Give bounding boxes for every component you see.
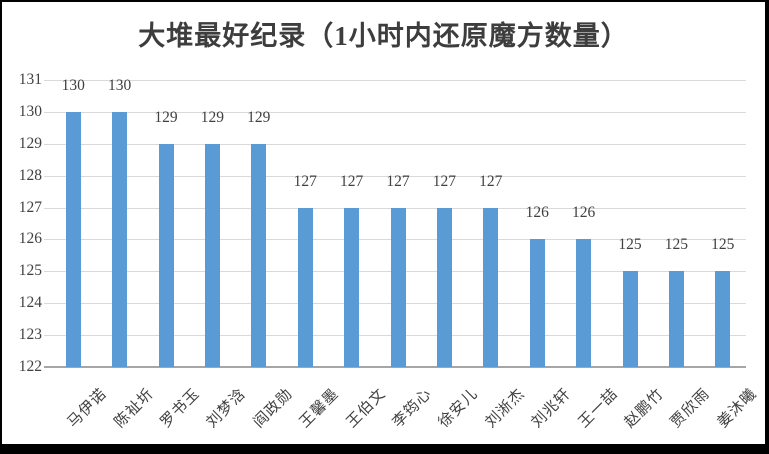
bar bbox=[622, 271, 638, 367]
bar-value-label: 127 bbox=[386, 172, 410, 190]
category-label: 刘兆轩 bbox=[529, 385, 575, 432]
category-label: 李筠心 bbox=[389, 385, 436, 432]
y-tick-label: 125 bbox=[18, 262, 42, 280]
bar-value-label: 125 bbox=[711, 236, 735, 254]
y-tick-label: 131 bbox=[18, 71, 42, 88]
gridline bbox=[44, 111, 746, 113]
y-tick-label: 127 bbox=[18, 198, 42, 216]
bar-value-label: 127 bbox=[339, 172, 364, 190]
gridline bbox=[44, 175, 746, 177]
x-axis-line bbox=[44, 366, 746, 368]
bar-value-label: 129 bbox=[200, 108, 225, 126]
category-label: 王伯文 bbox=[343, 385, 389, 432]
bar-value-label: 127 bbox=[479, 172, 503, 190]
y-tick-label: 129 bbox=[18, 134, 42, 152]
bar-value-label: 130 bbox=[61, 76, 85, 94]
category-label: 陈祉圻 bbox=[111, 385, 157, 432]
gridline bbox=[44, 80, 746, 81]
category-label: 王馨墨 bbox=[297, 385, 343, 432]
y-tick-label: 126 bbox=[18, 230, 42, 248]
bar bbox=[344, 207, 360, 367]
gridline bbox=[44, 143, 746, 145]
category-label: 刘梦浛 bbox=[204, 385, 250, 432]
bar-value-label: 129 bbox=[247, 108, 271, 126]
bar-value-label: 127 bbox=[293, 172, 317, 190]
bar bbox=[158, 143, 174, 367]
y-tick-label: 130 bbox=[18, 102, 42, 120]
bar bbox=[715, 271, 731, 367]
category-label: 赵鹏竹 bbox=[621, 385, 668, 432]
category-label: 马伊诺 bbox=[65, 385, 111, 432]
category-label: 贾欣雨 bbox=[668, 385, 714, 432]
bar-value-label: 130 bbox=[107, 76, 132, 94]
bar bbox=[112, 111, 128, 367]
y-tick-label: 122 bbox=[18, 358, 42, 375]
category-label: 阎政勋 bbox=[250, 385, 296, 432]
bar-value-label: 125 bbox=[664, 236, 689, 254]
bar bbox=[204, 143, 220, 367]
y-tick-label: 124 bbox=[18, 294, 42, 312]
bar bbox=[390, 207, 406, 367]
bar-value-label: 127 bbox=[432, 172, 457, 190]
bar-value-label: 126 bbox=[525, 204, 549, 222]
category-label: 姜沐曦 bbox=[714, 385, 760, 432]
bar bbox=[251, 143, 267, 367]
bar bbox=[529, 239, 545, 367]
bar bbox=[65, 111, 81, 367]
category-label: 徐安儿 bbox=[436, 385, 482, 432]
y-tick-label: 128 bbox=[18, 166, 42, 184]
category-label: 王一喆 bbox=[575, 385, 621, 432]
category-label: 罗书玉 bbox=[157, 385, 204, 432]
bar-value-label: 125 bbox=[618, 236, 642, 254]
category-label: 刘淅杰 bbox=[482, 385, 528, 432]
bar bbox=[436, 207, 452, 367]
bar-value-label: 129 bbox=[154, 108, 178, 126]
bar-value-label: 126 bbox=[571, 204, 596, 222]
chart-title: 大堆最好纪录（1小时内还原魔方数量） bbox=[138, 21, 629, 51]
bar bbox=[576, 239, 592, 367]
y-tick-label: 123 bbox=[18, 326, 42, 344]
bar bbox=[483, 207, 499, 367]
bar bbox=[668, 271, 684, 367]
bar bbox=[297, 207, 313, 367]
